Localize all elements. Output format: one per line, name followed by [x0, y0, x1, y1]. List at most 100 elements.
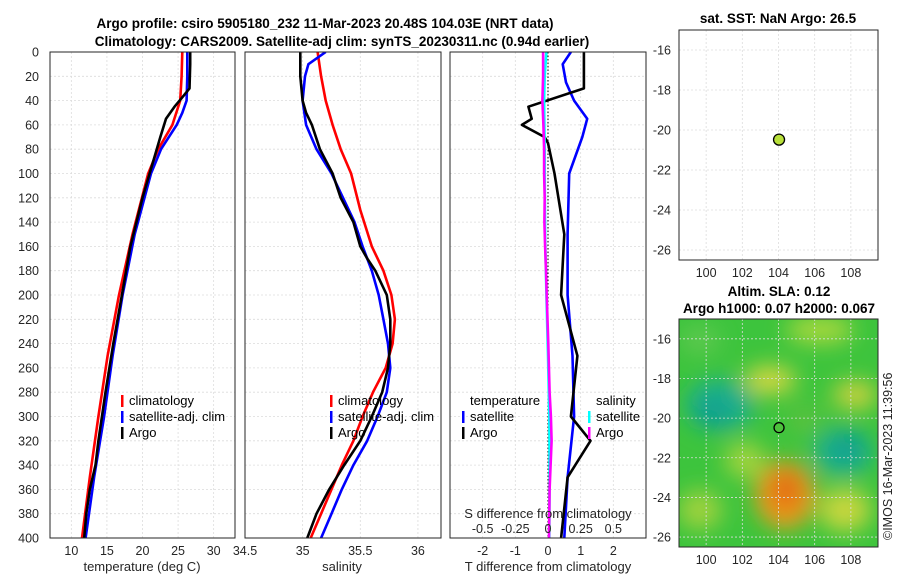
t-difference-tick-labels: -2 -1 0 1 2 [477, 544, 617, 558]
y-tick-label: 60 [25, 118, 39, 132]
lat-tick-label: -22 [653, 164, 671, 178]
argo-float-marker [773, 421, 785, 434]
x-tick-label: 30 [207, 544, 221, 558]
y-tick-label: 380 [18, 507, 39, 521]
series-line-argo [298, 52, 392, 538]
salinity-axes-frame [244, 51, 442, 539]
legend-label-satellite: satellite-adj. clim [129, 409, 225, 424]
temperature-panel: 0 20 40 60 80 100 120 140 160 180 200 220 240 260 280 3… [18, 46, 236, 574]
lon-tick-label: 106 [804, 266, 825, 280]
y-tick-label: 400 [18, 532, 39, 546]
legend-swatch-climatology [121, 395, 124, 407]
y-tick-label: 360 [18, 483, 39, 497]
lat-tick-label: -22 [653, 451, 671, 465]
temperature-legend: climatology satellite-adj. clim Argo [121, 393, 225, 440]
lon-tick-label: 100 [696, 553, 717, 567]
sla-map-gridlines [679, 319, 878, 547]
lon-tick-label: 106 [804, 553, 825, 567]
y-tick-label: 40 [25, 94, 39, 108]
s-tick-label: 0 [545, 522, 552, 536]
legend-swatch-argo [121, 427, 124, 439]
series-line-satellite-adj-clim [84, 52, 189, 538]
temperature-lines [80, 52, 192, 538]
x-tick-label: -1 [510, 544, 521, 558]
x-tick-label: 15 [100, 544, 114, 558]
s-tick-label: -0.5 [472, 522, 494, 536]
y-tick-label: 140 [18, 216, 39, 230]
series-line-climatology [309, 52, 397, 538]
y-tick-label: 340 [18, 459, 39, 473]
y-tick-label: 200 [18, 289, 39, 303]
y-tick-label: 0 [32, 46, 39, 60]
x-tick-label: 0 [545, 544, 552, 558]
lat-tick-label: -16 [653, 44, 671, 58]
figure-title-line1: Argo profile: csiro 5905180_232 11-Mar-2… [97, 16, 554, 31]
lat-tick-label: -18 [653, 372, 671, 386]
y-tick-label: 160 [18, 240, 39, 254]
salinity-legend: climatology satellite-adj. clim Argo [330, 393, 434, 440]
sst-map-title: sat. SST: NaN Argo: 26.5 [700, 11, 857, 26]
legend-swatch-satellite [121, 411, 124, 423]
legend-label-argo: Argo [129, 425, 156, 440]
y-tick-label: 300 [18, 410, 39, 424]
sla-map-title-line2: Argo h1000: 0.07 h2000: 0.067 [683, 301, 875, 316]
x-tick-label: 10 [64, 544, 78, 558]
difference-legend: temperature satellite Argo salinity sate… [462, 393, 640, 440]
legend-label-argo: Argo [338, 425, 365, 440]
sst-map-lat-ticks: -16 -18 -20 -22 -24 -26 [653, 44, 671, 258]
lat-tick-label: -24 [653, 491, 671, 505]
legend-title-salinity: salinity [596, 393, 636, 408]
legend-swatch-argo [330, 427, 333, 439]
x-tick-label: 1 [577, 544, 584, 558]
sst-map-frame [678, 29, 879, 261]
lat-tick-label: -16 [653, 332, 671, 346]
y-tick-label: 120 [18, 191, 39, 205]
lat-tick-label: -20 [653, 124, 671, 138]
legend-label-climatology: climatology [129, 393, 195, 408]
sst-map-gridlines [679, 30, 878, 260]
x-tick-label: 35 [296, 544, 310, 558]
sla-map-lon-ticks: 100 102 104 106 108 [696, 553, 862, 567]
legend-swatch-s-argo [588, 427, 591, 439]
temperature-xlabel: temperature (deg C) [83, 559, 200, 574]
s-tick-label: 0.5 [605, 522, 622, 536]
series-line-t-satellite [561, 52, 589, 538]
legend-swatch-s-satellite [588, 411, 591, 423]
lat-tick-label: -24 [653, 204, 671, 218]
y-tick-label: 180 [18, 264, 39, 278]
salinity-xlabel: salinity [322, 559, 362, 574]
legend-label-satellite: satellite-adj. clim [338, 409, 434, 424]
y-tick-label: 320 [18, 434, 39, 448]
x-tick-label: 2 [610, 544, 617, 558]
imos-timestamp: ©IMOS 16-Mar-2023 11:39:56 [881, 373, 895, 540]
temperature-gridlines [50, 51, 235, 539]
t-difference-xlabel: T difference from climatology [465, 559, 632, 574]
salinity-panel: 34.5 35 35.5 36 salinity climatology satell… [233, 51, 442, 574]
y-tick-label: 260 [18, 361, 39, 375]
difference-axes-frame [449, 51, 647, 539]
legend-swatch-climatology [330, 395, 333, 407]
x-tick-label: 34.5 [233, 544, 257, 558]
legend-label-s-argo: Argo [596, 425, 623, 440]
legend-label-t-satellite: satellite [470, 409, 514, 424]
x-tick-label: 20 [136, 544, 150, 558]
argo-float-marker [772, 133, 786, 146]
lon-tick-label: 100 [696, 266, 717, 280]
x-tick-label: 36 [411, 544, 425, 558]
y-tick-label: 240 [18, 337, 39, 351]
lon-tick-label: 104 [768, 553, 789, 567]
legend-swatch-satellite [330, 411, 333, 423]
lat-tick-label: -26 [653, 531, 671, 545]
depth-tick-labels: 0 20 40 60 80 100 120 140 160 180 200 220 240 260 280 3… [18, 46, 39, 546]
salinity-lines [298, 52, 397, 538]
sla-map-lat-ticks: -16 -18 -20 -22 -24 -26 [653, 332, 671, 544]
lon-tick-label: 108 [840, 266, 861, 280]
x-tick-label: 25 [171, 544, 185, 558]
lon-tick-label: 104 [768, 266, 789, 280]
x-tick-label: 35.5 [348, 544, 372, 558]
lat-tick-label: -20 [653, 412, 671, 426]
y-tick-label: 20 [25, 70, 39, 84]
s-tick-label: 0.25 [568, 522, 592, 536]
sst-map-lon-ticks: 100 102 104 106 108 [696, 266, 862, 280]
